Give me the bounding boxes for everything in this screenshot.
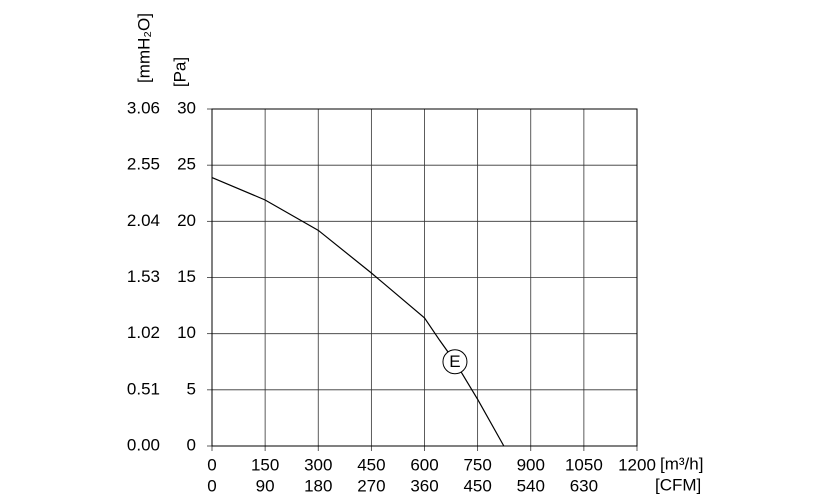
y-tick-label: 15 xyxy=(177,267,196,286)
y2-axis-label: [mmH₂O] xyxy=(134,13,153,83)
y2-tick-label: 0.51 xyxy=(127,379,160,398)
x-tick-label: 900 xyxy=(517,455,545,474)
y2-tick-label: 1.53 xyxy=(127,267,160,286)
y2-tick-label: 3.06 xyxy=(127,98,160,117)
x-tick-label: 300 xyxy=(304,455,332,474)
y2-tick-label: 2.04 xyxy=(127,211,160,230)
annotation-marker xyxy=(442,349,468,375)
x-axis-label: [m³/h] xyxy=(660,454,703,473)
x-tick-label: 750 xyxy=(463,455,491,474)
y-tick-label: 5 xyxy=(187,379,196,398)
y-tick-label: 30 xyxy=(177,98,196,117)
x-tick-label: 450 xyxy=(357,455,385,474)
y-axis-label: [Pa] xyxy=(170,57,189,87)
fan-curve xyxy=(211,176,505,447)
x-tick-label: 1050 xyxy=(565,455,603,474)
x-tick-label: 1200 xyxy=(618,455,656,474)
y-tick-label: 25 xyxy=(177,155,196,174)
y2-tick-label: 0.00 xyxy=(127,435,160,454)
y2-tick-label: 1.02 xyxy=(127,323,160,342)
x-tick-label: 150 xyxy=(251,455,279,474)
x2-tick-label: 90 xyxy=(256,476,275,495)
y-tick-label: 10 xyxy=(177,323,196,342)
x2-tick-label: 180 xyxy=(304,476,332,495)
annotation-label: E xyxy=(449,352,460,371)
x2-tick-label: 540 xyxy=(517,476,545,495)
x2-tick-label: 450 xyxy=(463,476,491,495)
y-tick-label: 20 xyxy=(177,211,196,230)
plot-frame xyxy=(211,108,638,447)
x2-axis-label: [CFM] xyxy=(655,475,701,494)
x2-tick-label: 630 xyxy=(570,476,598,495)
x2-tick-label: 0 xyxy=(207,476,216,495)
y2-tick-label: 2.55 xyxy=(127,155,160,174)
x2-tick-label: 360 xyxy=(410,476,438,495)
x-tick-label: 0 xyxy=(207,455,216,474)
x2-tick-label: 270 xyxy=(357,476,385,495)
y-tick-label: 0 xyxy=(187,435,196,454)
x-tick-label: 600 xyxy=(410,455,438,474)
